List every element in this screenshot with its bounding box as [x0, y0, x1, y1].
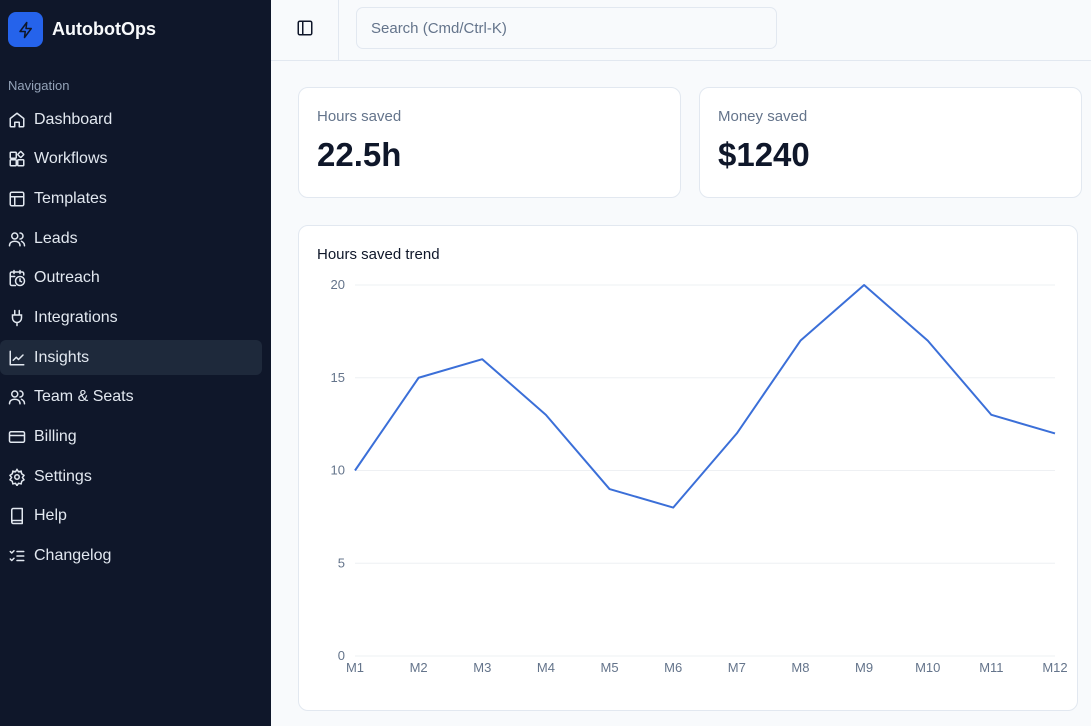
- sidebar-item-settings[interactable]: Settings: [0, 459, 263, 494]
- nav-list: Dashboard Workflows Templates Leads Outr…: [0, 102, 271, 578]
- stat-value: 22.5h: [317, 136, 402, 173]
- sidebar-item-leads[interactable]: Leads: [0, 221, 263, 256]
- sidebar-item-outreach[interactable]: Outreach: [0, 261, 263, 296]
- sidebar-item-changelog[interactable]: Changelog: [0, 539, 263, 574]
- workflow-icon: [8, 150, 26, 168]
- sidebar-item-label: Billing: [34, 428, 77, 445]
- x-tick-label: M7: [728, 660, 746, 675]
- sidebar-item-label: Leads: [34, 229, 78, 247]
- gear-icon: [8, 467, 26, 486]
- sidebar-item-label: Templates: [34, 189, 107, 207]
- x-tick-label: M1: [346, 660, 364, 675]
- sidebar-item-label: Team & Seats: [34, 388, 134, 406]
- sidebar-item-label: Insights: [34, 348, 90, 366]
- y-tick-label: 20: [331, 277, 345, 292]
- lightning-icon: [8, 12, 43, 47]
- x-tick-label: M8: [791, 660, 809, 675]
- plug-icon: [8, 309, 26, 327]
- sidebar-item-label: Settings: [34, 467, 92, 485]
- sidebar: AutobotOps Navigation Dashboard Workflow…: [0, 0, 271, 726]
- users-icon: [8, 230, 26, 248]
- chart-title: Hours saved trend: [317, 246, 440, 263]
- sidebar-item-workflows[interactable]: Workflows: [0, 142, 263, 177]
- sidebar-item-billing[interactable]: Billing: [0, 420, 263, 455]
- search-input[interactable]: [356, 7, 777, 49]
- calendar-clock-icon: [8, 269, 26, 287]
- x-tick-label: M2: [410, 660, 428, 675]
- hours-saved-card: Hours saved 22.5h: [298, 87, 681, 198]
- sidebar-item-label: Workflows: [34, 150, 108, 168]
- y-tick-label: 0: [338, 648, 345, 663]
- sidebar-item-insights[interactable]: Insights: [0, 340, 262, 376]
- x-tick-label: M6: [664, 660, 682, 675]
- sidebar-item-help[interactable]: Help: [0, 499, 263, 534]
- y-tick-label: 10: [331, 463, 345, 478]
- home-icon: [8, 111, 26, 129]
- stat-value: $1240: [718, 136, 810, 173]
- stat-label: Money saved: [718, 108, 808, 125]
- sidebar-item-dashboard[interactable]: Dashboard: [0, 102, 263, 137]
- stat-label: Hours saved: [317, 108, 402, 125]
- list-checks-icon: [8, 547, 26, 565]
- chart-card: Hours saved trend 0 5 10 15 20 M1 M2 M3 M4 M5 M6 M7…: [298, 225, 1078, 711]
- team-icon: [8, 388, 26, 406]
- sidebar-item-label: Changelog: [34, 547, 112, 565]
- x-tick-label: M10: [915, 660, 940, 675]
- y-tick-label: 5: [338, 555, 345, 570]
- sidebar-item-integrations[interactable]: Integrations: [0, 300, 263, 335]
- y-tick-label: 15: [331, 370, 345, 385]
- sidebar-item-templates[interactable]: Templates: [0, 181, 263, 216]
- nav-heading: Navigation: [8, 78, 70, 93]
- template-icon: [8, 190, 26, 208]
- hours-trend-chart: 0 5 10 15 20 M1 M2 M3 M4 M5 M6 M7 M8 M9 M10 M11 M12: [331, 277, 1068, 675]
- credit-card-icon: [8, 428, 26, 446]
- x-tick-label: M9: [855, 660, 873, 675]
- sidebar-item-label: Help: [34, 507, 67, 525]
- brand[interactable]: AutobotOps: [8, 12, 156, 47]
- money-saved-card: Money saved $1240: [699, 87, 1082, 198]
- line-chart-icon: [8, 349, 26, 367]
- book-icon: [8, 507, 26, 525]
- x-tick-label: M4: [537, 660, 555, 675]
- x-tick-label: M5: [601, 660, 619, 675]
- x-tick-label: M3: [473, 660, 491, 675]
- x-tick-label: M12: [1042, 660, 1067, 675]
- panel-left-icon: [296, 19, 314, 42]
- sidebar-item-label: Dashboard: [34, 110, 113, 128]
- sidebar-item-team-seats[interactable]: Team & Seats: [0, 380, 263, 415]
- x-tick-label: M11: [979, 660, 1003, 675]
- brand-name: AutobotOps: [52, 19, 156, 39]
- topbar: [271, 0, 1091, 61]
- sidebar-item-label: Outreach: [34, 269, 100, 287]
- series-line: [354, 284, 1056, 509]
- sidebar-item-label: Integrations: [34, 308, 118, 326]
- sidebar-toggle-button[interactable]: [271, 0, 339, 60]
